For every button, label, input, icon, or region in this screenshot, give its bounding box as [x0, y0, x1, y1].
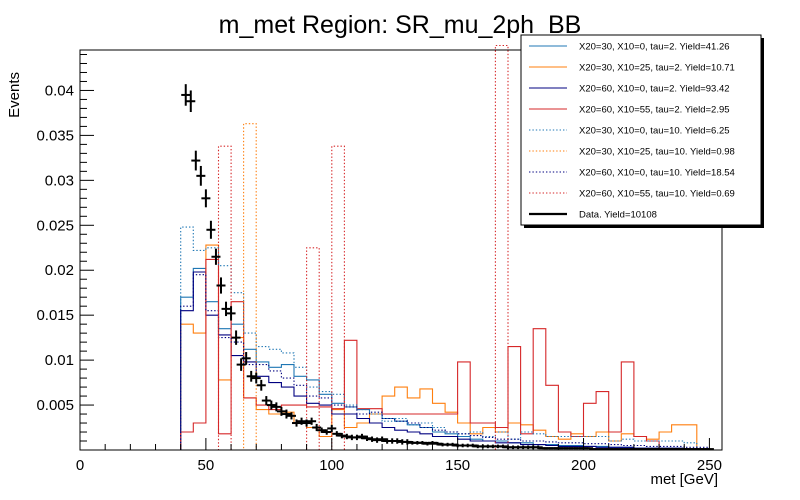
data-point	[276, 406, 286, 416]
y-tick-label: 0.005	[36, 397, 74, 414]
x-axis-label: met [GeV]	[650, 471, 718, 488]
y-tick-label: 0.01	[45, 352, 74, 369]
series-3-histogram	[180, 271, 710, 450]
data-point	[221, 301, 231, 317]
legend-entry: X20=60, X10=55, tau=10. Yield=0.69	[529, 189, 735, 200]
y-tick-label: 0.03	[45, 172, 74, 189]
data-point	[292, 419, 302, 427]
y-tick-label: 0.02	[45, 262, 74, 279]
data-point	[297, 417, 307, 425]
y-axis-label: Events	[6, 72, 23, 118]
data-point	[302, 419, 312, 427]
series-5-histogram	[180, 226, 710, 451]
legend-label: X20=60, X10=0, tau=2. Yield=93.42	[579, 84, 730, 95]
legend-entry: X20=30, X10=25, tau=10. Yield=0.98	[529, 147, 735, 158]
data-point	[186, 90, 196, 113]
x-tick-label: 200	[571, 457, 596, 474]
data-point	[322, 429, 332, 435]
data-point	[286, 412, 296, 420]
data-point	[231, 330, 241, 345]
data-point	[271, 402, 281, 412]
series-2-histogram	[180, 244, 710, 451]
data-point	[226, 306, 236, 321]
legend-label: X20=60, X10=55, tau=10. Yield=0.69	[579, 189, 735, 200]
x-tick-label: 250	[697, 457, 722, 474]
legend-entry: X20=30, X10=25, tau=2. Yield=10.71	[529, 63, 735, 74]
legend: X20=30, X10=0, tau=2. Yield=41.26 X20=30,…	[520, 34, 764, 228]
legend-label: X20=30, X10=0, tau=10. Yield=6.25	[579, 126, 730, 137]
x-tick-label: 0	[76, 457, 84, 474]
data-point	[281, 409, 291, 419]
data-point	[256, 379, 266, 391]
data-point	[241, 352, 251, 365]
data-point	[332, 431, 342, 437]
legend-label: Data. Yield=10108	[579, 210, 657, 221]
data-point	[357, 433, 367, 440]
legend-entry: X20=60, X10=55, tau=2. Yield=2.95	[529, 105, 730, 116]
data-point	[312, 423, 322, 432]
series-1-histogram	[180, 267, 710, 450]
legend-label: X20=30, X10=0, tau=2. Yield=41.26	[579, 42, 730, 53]
data-point	[377, 436, 387, 442]
data-point	[246, 370, 256, 382]
x-tick-label: 100	[319, 457, 344, 474]
plot-frame	[79, 49, 723, 451]
y-tick-label: 0.025	[36, 217, 74, 234]
data-point	[236, 358, 246, 371]
y-tick-label: 0.04	[45, 82, 74, 99]
legend-label: X20=30, X10=25, tau=10. Yield=0.98	[579, 147, 735, 158]
data-point	[206, 220, 216, 239]
data-point	[261, 396, 271, 406]
data-point	[181, 84, 191, 106]
chart-title: m_met Region: SR_mu_2ph_BB	[219, 11, 582, 39]
data-point	[201, 189, 211, 208]
data-point	[211, 248, 221, 265]
legend-entry: X20=60, X10=0, tau=10. Yield=18.54	[529, 168, 735, 179]
data-point	[327, 424, 337, 433]
y-tick-label: 0.035	[36, 127, 74, 144]
legend-entry: X20=30, X10=0, tau=2. Yield=41.26	[529, 42, 730, 53]
series-4-histogram	[180, 258, 710, 451]
legend-label: X20=60, X10=0, tau=10. Yield=18.54	[579, 168, 735, 179]
data-point	[251, 372, 261, 384]
legend-entry: Data. Yield=10108	[529, 210, 657, 221]
data-point	[317, 427, 327, 433]
data-point	[307, 417, 317, 425]
axes-layer: 0 50 100 150 200 250 0.005 0.01 0.015 0.02 0.025 0.…	[36, 53, 722, 474]
data-point	[266, 400, 276, 410]
data-point	[196, 165, 206, 186]
data-point	[216, 277, 226, 294]
y-tick-label: 0.015	[36, 307, 74, 324]
legend-entry: X20=60, X10=0, tau=2. Yield=93.42	[529, 84, 730, 95]
x-tick-label: 50	[198, 457, 215, 474]
x-tick-label: 150	[445, 457, 470, 474]
legend-label: X20=30, X10=25, tau=2. Yield=10.71	[579, 63, 735, 74]
legend-entry: X20=30, X10=0, tau=10. Yield=6.25	[529, 126, 730, 137]
data-points-layer	[181, 84, 714, 451]
legend-label: X20=60, X10=55, tau=2. Yield=2.95	[579, 105, 730, 116]
data-point	[191, 150, 201, 171]
